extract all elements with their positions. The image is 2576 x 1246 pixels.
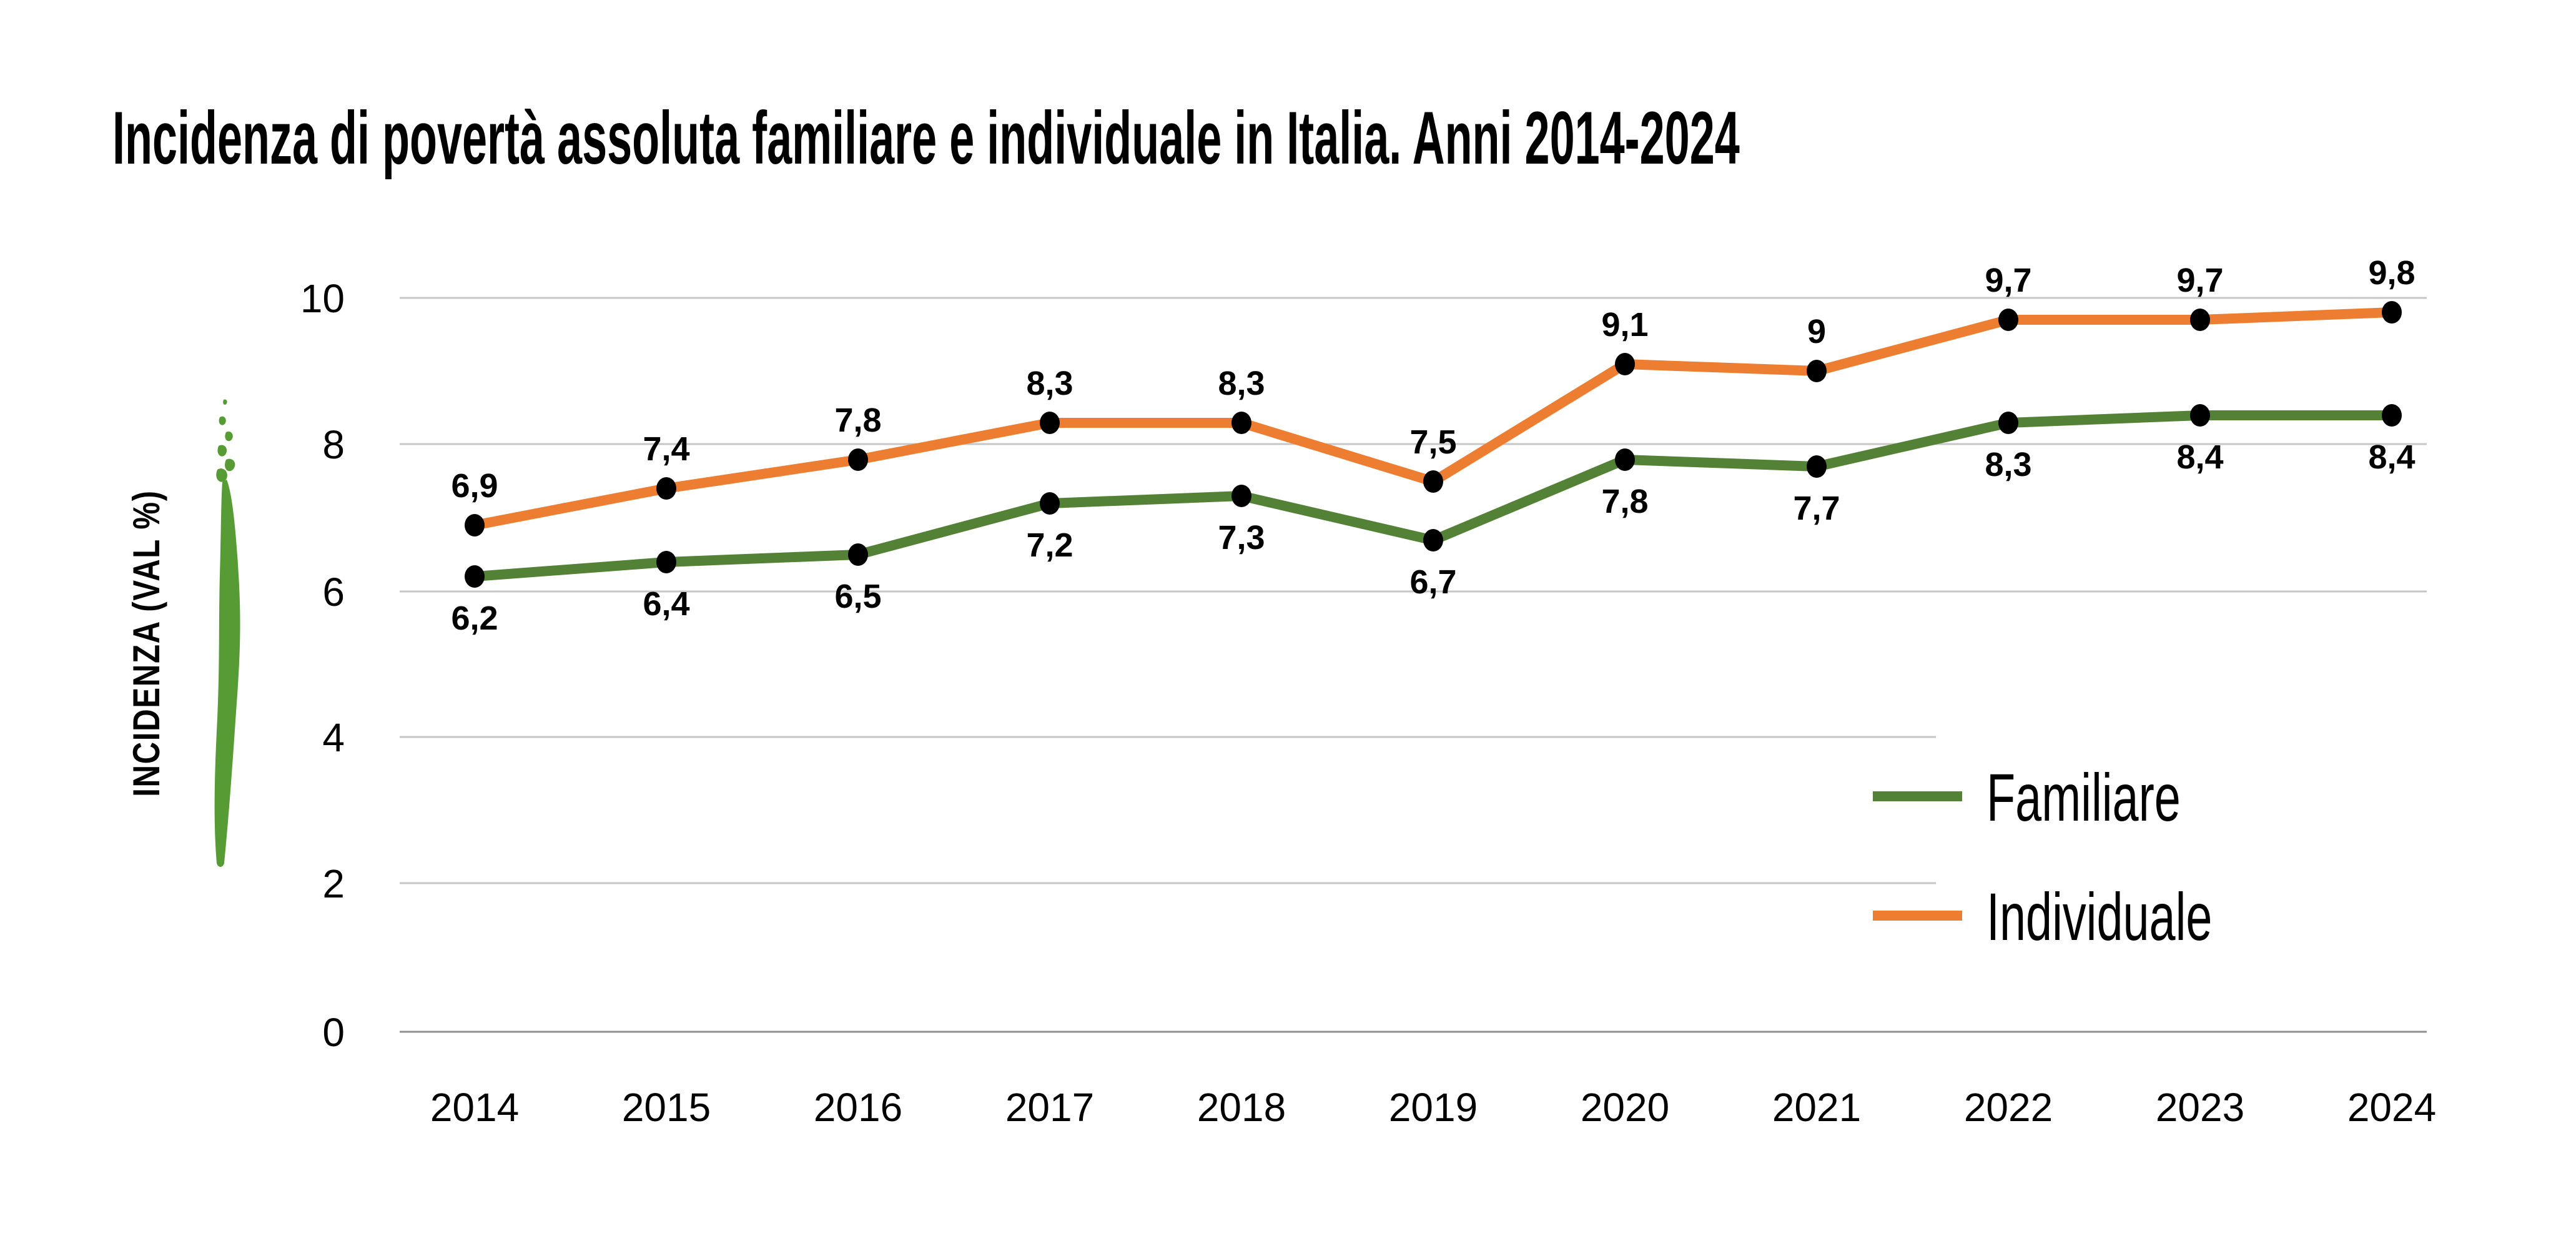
x-axis-tick-labels: 2014 2015 2016 2017 2018 2019 2020 2021 …: [430, 1085, 2436, 1130]
data-point-marker: [2190, 309, 2210, 331]
data-point-marker: [1998, 412, 2018, 434]
data-point-marker: [656, 551, 676, 573]
data-point-marker: [848, 543, 868, 566]
y-axis-title: INCIDENZA (VAL %): [125, 490, 167, 797]
legend-swatch-familiare: [1873, 791, 1962, 801]
data-label: 6,5: [834, 578, 881, 615]
data-point-markers: [465, 301, 2402, 588]
x-tick-label: 2019: [1389, 1085, 1478, 1130]
y-tick-label: 6: [322, 570, 345, 615]
data-label: 6,2: [451, 600, 498, 637]
data-label: 9,7: [1985, 262, 2031, 299]
data-point-marker: [465, 565, 485, 588]
legend-label-individuale: Individuale: [1986, 879, 2212, 954]
x-tick-label: 2024: [2347, 1085, 2436, 1130]
data-label: 8,4: [2368, 438, 2415, 476]
individuale-data-labels: 6,9 7,4 7,8 8,3 8,3 7,5 9,1 9 9,7 9,7 9,…: [451, 254, 2415, 505]
y-tick-label: 0: [322, 1010, 345, 1055]
data-label: 8,3: [1985, 446, 2031, 483]
data-point-marker: [1231, 412, 1251, 434]
data-label: 7,8: [1601, 483, 1648, 520]
data-point-marker: [2382, 301, 2402, 324]
data-point-marker: [2382, 404, 2402, 427]
x-tick-label: 2017: [1005, 1085, 1094, 1130]
data-label: 8,3: [1026, 365, 1073, 402]
data-label: 9,7: [2176, 262, 2223, 299]
data-label: 6,4: [643, 585, 689, 623]
data-label: 7,4: [643, 430, 689, 468]
data-point-marker: [1040, 492, 1060, 515]
data-label: 7,5: [1409, 423, 1456, 461]
brush-stroke-decoration: [214, 399, 240, 867]
data-point-marker: [1615, 448, 1635, 471]
data-point-marker: [2190, 404, 2210, 427]
data-point-marker: [1040, 412, 1060, 434]
data-label: 7,7: [1793, 490, 1840, 527]
x-tick-label: 2021: [1772, 1085, 1861, 1130]
x-tick-label: 2022: [1964, 1085, 2053, 1130]
x-tick-label: 2020: [1581, 1085, 1669, 1130]
data-label: 6,7: [1409, 563, 1456, 601]
y-tick-label: 10: [300, 276, 345, 321]
data-point-marker: [1423, 529, 1443, 551]
x-tick-label: 2023: [2156, 1085, 2244, 1130]
data-point-marker: [1998, 309, 2018, 331]
data-point-marker: [1807, 455, 1827, 478]
x-tick-label: 2014: [430, 1085, 519, 1130]
legend: Familiare Individuale: [1873, 718, 2429, 954]
data-label: 7,2: [1026, 527, 1073, 564]
familiare-data-labels: 6,2 6,4 6,5 7,2 7,3 6,7 7,8 7,7 8,3 8,4 …: [451, 438, 2415, 637]
data-label: 7,8: [834, 402, 881, 439]
data-point-marker: [465, 514, 485, 536]
x-tick-label: 2016: [814, 1085, 902, 1130]
data-label: 7,3: [1218, 519, 1265, 556]
data-point-marker: [1231, 485, 1251, 507]
data-point-marker: [1423, 470, 1443, 493]
legend-background: [1936, 718, 2429, 937]
data-label: 9,1: [1601, 306, 1648, 344]
y-tick-label: 8: [322, 422, 345, 467]
data-label: 9: [1807, 313, 1826, 350]
data-point-marker: [656, 477, 676, 500]
legend-swatch-individuale: [1873, 911, 1962, 921]
data-point-marker: [848, 448, 868, 471]
chart-title: Incidenza di povertà assoluta familiare …: [112, 96, 1740, 180]
data-point-marker: [1807, 360, 1827, 382]
x-tick-label: 2015: [622, 1085, 711, 1130]
data-point-marker: [1615, 353, 1635, 375]
x-tick-label: 2018: [1197, 1085, 1286, 1130]
data-label: 8,3: [1218, 365, 1265, 402]
y-tick-label: 4: [322, 715, 345, 760]
data-label: 6,9: [451, 467, 498, 505]
legend-label-familiare: Familiare: [1986, 760, 2181, 835]
data-label: 8,4: [2176, 438, 2223, 476]
y-axis-tick-labels: 10 8 6 4 2 0: [300, 276, 345, 1055]
y-tick-label: 2: [322, 861, 345, 906]
data-label: 9,8: [2368, 254, 2415, 292]
